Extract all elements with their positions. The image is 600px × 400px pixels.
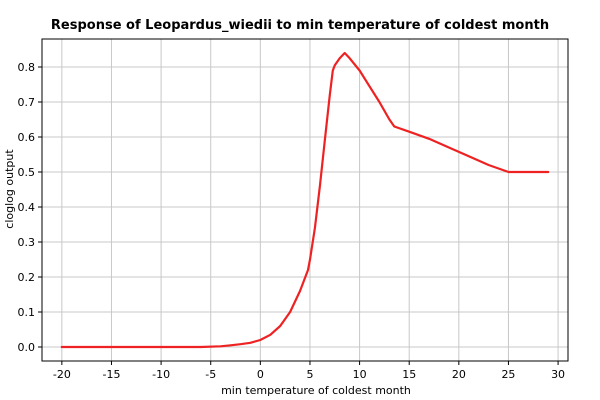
x-tick-label: 15 xyxy=(402,368,416,381)
x-axis-label: min temperature of coldest month xyxy=(221,384,411,397)
grid xyxy=(42,39,568,361)
y-tick-label: 0.5 xyxy=(18,166,36,179)
y-axis: 0.0 0.1 0.2 0.3 0.4 0.5 0.6 0.7 0.8 xyxy=(18,61,42,354)
y-tick-label: 0.7 xyxy=(18,96,36,109)
x-tick-label: 5 xyxy=(306,368,313,381)
y-tick-label: 0.2 xyxy=(18,271,36,284)
y-tick-label: 0.8 xyxy=(18,61,36,74)
y-tick-label: 0.4 xyxy=(18,201,36,214)
x-tick-label: 25 xyxy=(501,368,515,381)
x-tick-label: 30 xyxy=(551,368,565,381)
y-tick-label: 0.6 xyxy=(18,131,36,144)
x-tick-label: 20 xyxy=(452,368,466,381)
y-axis-label: cloglog output xyxy=(3,149,16,229)
x-tick-label: 0 xyxy=(257,368,264,381)
x-tick-label: -10 xyxy=(152,368,170,381)
x-tick-label: 10 xyxy=(353,368,367,381)
y-tick-label: 0.0 xyxy=(18,341,36,354)
y-tick-label: 0.1 xyxy=(18,306,36,319)
x-tick-label: -5 xyxy=(205,368,216,381)
y-tick-label: 0.3 xyxy=(18,236,36,249)
x-tick-label: -20 xyxy=(53,368,71,381)
plot-frame xyxy=(41,38,569,362)
x-axis: -20 -15 -10 -5 0 5 10 15 20 25 30 xyxy=(53,361,565,381)
series-layer xyxy=(60,51,550,349)
x-tick-label: -15 xyxy=(102,368,120,381)
chart-title: Response of Leopardus_wiedii to min temp… xyxy=(51,18,549,33)
response-curve xyxy=(60,51,550,349)
